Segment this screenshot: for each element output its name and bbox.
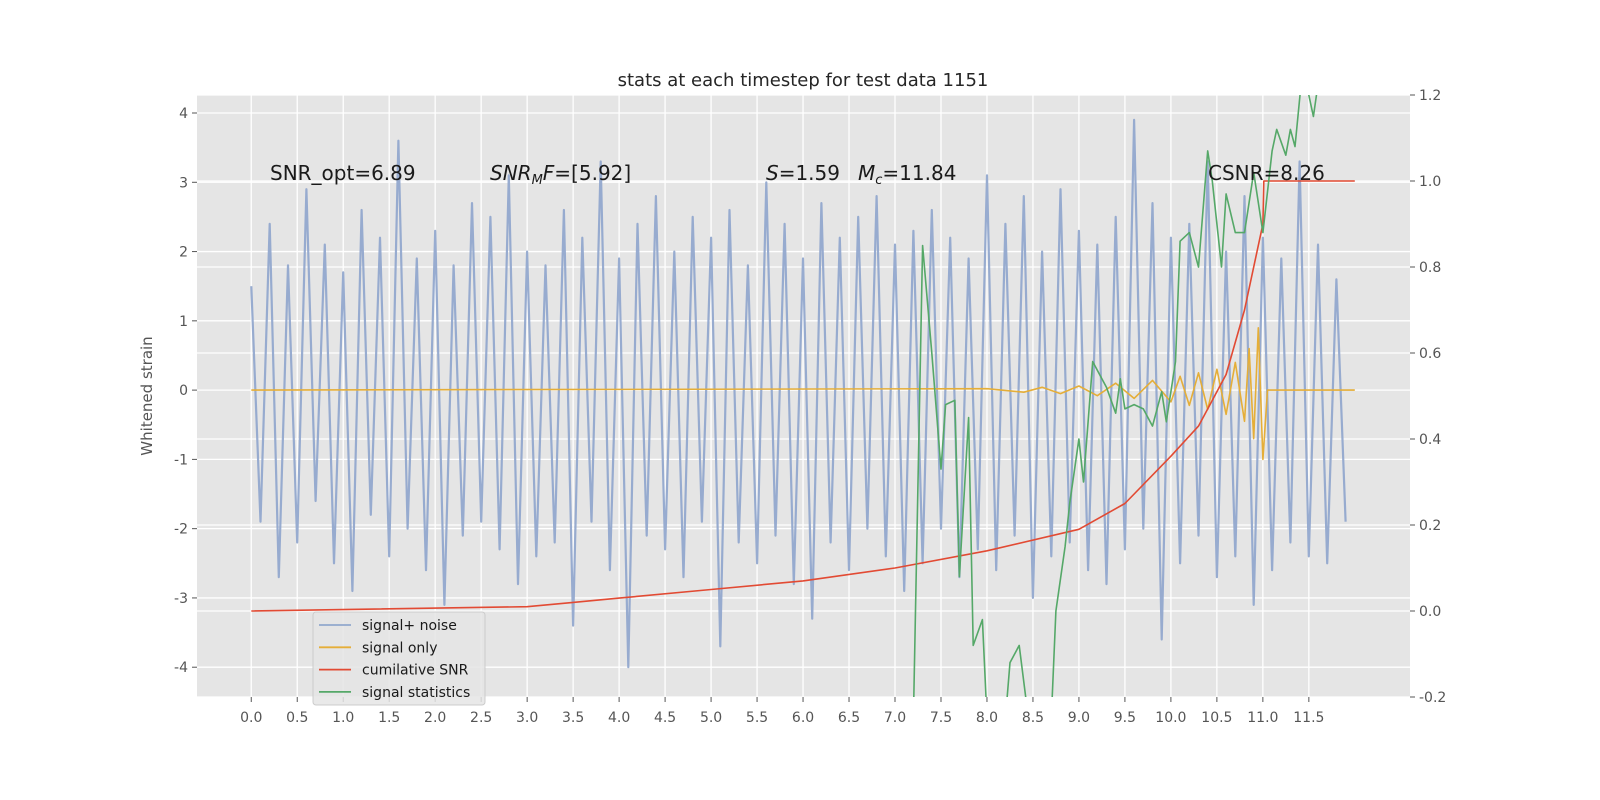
x-tick-label: 10.0 (1155, 710, 1186, 726)
y2-tick-label: 1.2 (1419, 88, 1441, 104)
x-tick-label: 0.0 (240, 710, 262, 726)
annotation-part: M (858, 161, 875, 185)
chart-title: stats at each timestep for test data 115… (618, 70, 989, 91)
y-tick-label: -4 (174, 660, 188, 676)
legend-label: signal+ noise (362, 618, 457, 634)
annotation-part: SNR (490, 161, 532, 185)
x-tick-label: 4.0 (608, 710, 630, 726)
annotation: SNR_opt=6.89 (270, 161, 416, 185)
annotation-part: c (875, 173, 882, 188)
x-tick-label: 4.5 (654, 710, 676, 726)
x-tick-label: 7.0 (884, 710, 906, 726)
x-tick-label: 7.5 (930, 710, 952, 726)
x-tick-label: 9.0 (1068, 710, 1090, 726)
legend: signal+ noise signal only cumilative SNR si… (312, 611, 486, 706)
y2-tick-label: 0.4 (1419, 432, 1441, 448)
x-tick-label: 2.0 (424, 710, 446, 726)
y-tick-label: 4 (179, 106, 188, 122)
x-tick-label: 8.5 (1022, 710, 1044, 726)
y-tick-label: -1 (174, 452, 188, 468)
y-tick-label: -2 (174, 522, 188, 538)
y2-tick-label: 1.0 (1419, 174, 1441, 190)
x-tick-label: 6.0 (792, 710, 814, 726)
x-tick-label: 3.0 (516, 710, 538, 726)
x-tick-label: 1.0 (332, 710, 354, 726)
y-tick-label: 3 (179, 175, 188, 191)
series-layer (250, 95, 1355, 697)
annotation: SNRMF=[5.92] (490, 161, 631, 188)
y-axis-label: Whitened strain (138, 336, 156, 455)
x-tick-label: 6.5 (838, 710, 860, 726)
y-tick-label: 0 (179, 383, 188, 399)
annotation-part: SNR_opt=6.89 (270, 161, 416, 185)
annotation-part: M (532, 173, 543, 188)
series-line (251, 327, 1355, 461)
series-line (913, 95, 1318, 697)
x-tick-label: 10.5 (1201, 710, 1232, 726)
y2-tick-label: -0.2 (1419, 690, 1446, 706)
y2-tick-label: 0.8 (1419, 260, 1441, 276)
x-tick-label: 1.5 (378, 710, 400, 726)
annotation-part: CSNR=8.26 (1208, 161, 1325, 185)
annotation: CSNR=8.26 (1208, 161, 1325, 185)
y-tick-label: 1 (179, 314, 188, 330)
y-tick-label: -3 (174, 591, 188, 607)
x-tick-label: 9.5 (1114, 710, 1136, 726)
series-line (250, 118, 1347, 669)
x-tick-label: 11.0 (1247, 710, 1278, 726)
x-tick-label: 11.5 (1293, 710, 1324, 726)
x-tick-label: 0.5 (286, 710, 308, 726)
annotation-part: F (543, 161, 555, 185)
annotation-part: =1.59 (779, 161, 840, 185)
annotation-part: S (766, 161, 779, 185)
legend-label: signal statistics (362, 685, 470, 701)
annotation: Mc=11.84 (858, 161, 956, 188)
series-line (251, 180, 1355, 612)
x-tick-label: 5.5 (746, 710, 768, 726)
y2-tick-label: 0.6 (1419, 346, 1441, 362)
annotation-part: =[5.92] (554, 161, 631, 185)
y2-tick-label: 0.0 (1419, 604, 1441, 620)
x-tick-label: 5.0 (700, 710, 722, 726)
y2-tick-label: 0.2 (1419, 518, 1441, 534)
x-tick-label: 8.0 (976, 710, 998, 726)
x-tick-label: 2.5 (470, 710, 492, 726)
legend-label: cumilative SNR (362, 663, 469, 679)
annotation-part: =11.84 (882, 161, 956, 185)
annotation: S=1.59 (766, 161, 840, 185)
x-tick-label: 3.5 (562, 710, 584, 726)
y-tick-label: 2 (179, 245, 188, 261)
legend-label: signal only (362, 640, 437, 656)
axes: -4 -3 -2 -1 0 1 2 3 4 -0.2 0.0 0.2 0.4 0.6 0.8 1.0 1.2 0.… (174, 88, 1446, 726)
legend-box (312, 611, 486, 706)
